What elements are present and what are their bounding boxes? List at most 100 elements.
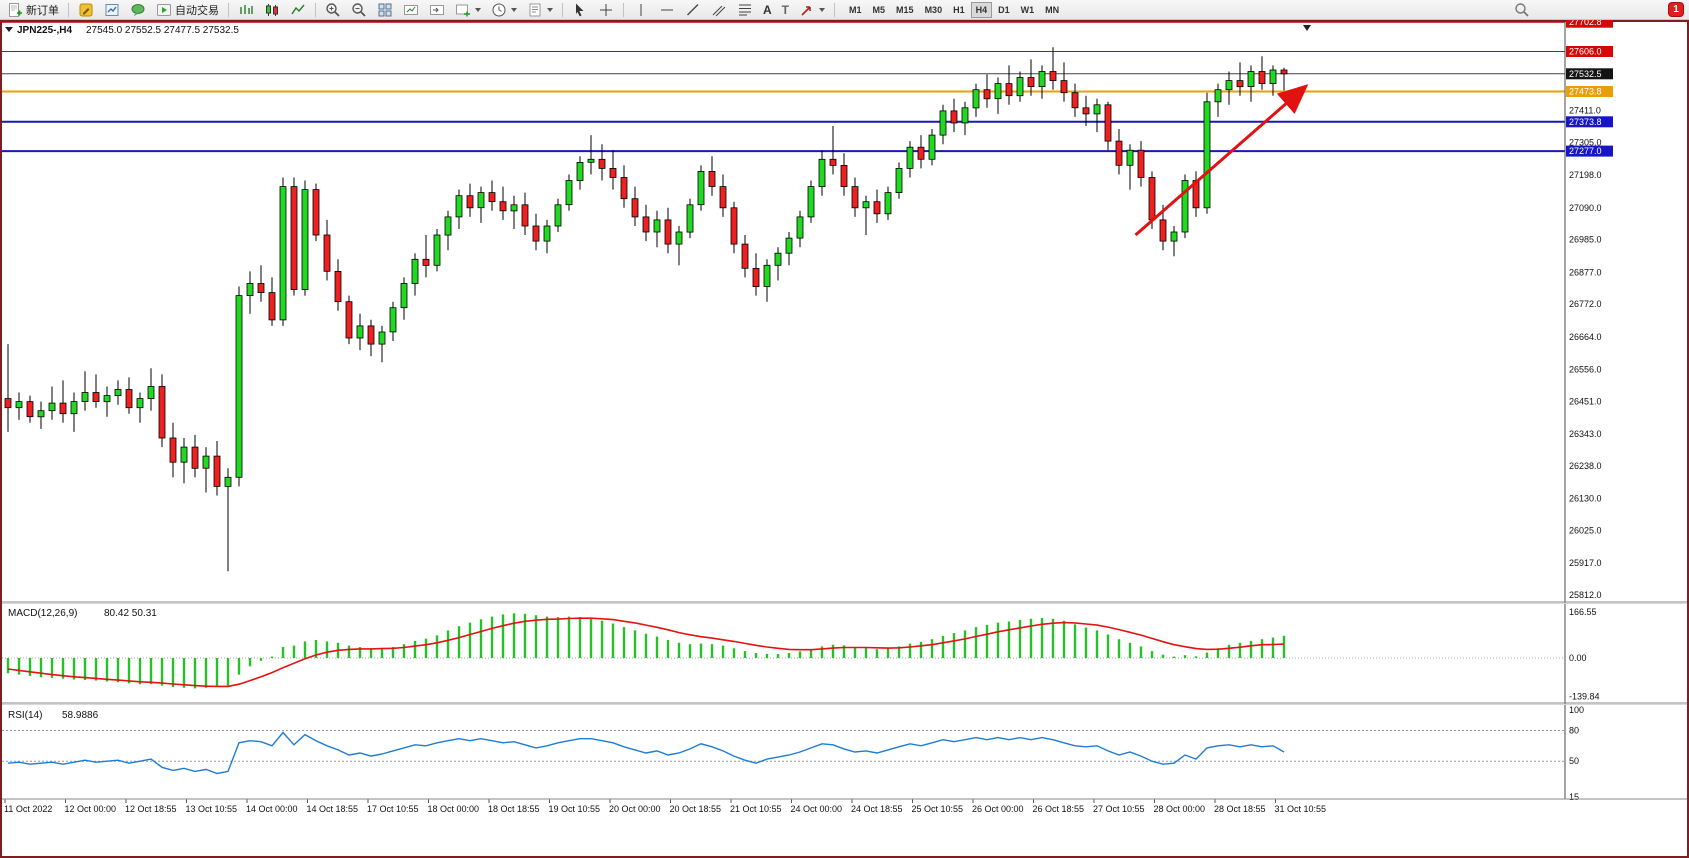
rsi-label: RSI(14): [8, 710, 42, 721]
svg-text:27277.0: 27277.0: [1569, 146, 1602, 156]
svg-text:26 Oct 00:00: 26 Oct 00:00: [972, 804, 1024, 814]
timeframe-m30[interactable]: M30: [920, 2, 948, 18]
timeframe-m15[interactable]: M15: [891, 2, 919, 18]
notification-badge[interactable]: 1: [1668, 2, 1684, 17]
svg-text:26025.0: 26025.0: [1569, 525, 1602, 535]
svg-text:27606.0: 27606.0: [1569, 47, 1602, 57]
svg-text:13 Oct 10:55: 13 Oct 10:55: [186, 804, 238, 814]
time-axis: 11 Oct 2022 12 Oct 00:00 12 Oct 18:55 13 Oc…: [4, 799, 1326, 814]
chart-window-frame: [0, 20, 1689, 858]
price-markers: 27702.8 27606.0 27532.5 27473.8 27373.8 27277…: [1566, 16, 1613, 157]
text-tool-button[interactable]: A: [759, 1, 776, 19]
svg-text:27473.8: 27473.8: [1569, 87, 1602, 97]
svg-text:20 Oct 00:00: 20 Oct 00:00: [609, 804, 661, 814]
svg-text:27 Oct 10:55: 27 Oct 10:55: [1093, 804, 1145, 814]
scroll-to-end-marker[interactable]: [1303, 25, 1311, 31]
zoom-out-button[interactable]: [347, 1, 371, 19]
rsi-value: 58.9886: [62, 710, 99, 721]
timeframe-d1[interactable]: D1: [993, 2, 1015, 18]
svg-text:27198.0: 27198.0: [1569, 170, 1602, 180]
svg-text:18 Oct 00:00: 18 Oct 00:00: [428, 804, 480, 814]
toolbar-separator: [834, 2, 836, 17]
arrows-tool-button[interactable]: [795, 1, 829, 19]
chart-canvas[interactable]: 27411.0 27305.0 27198.0 27090.0 26985.0 26877…: [0, 16, 1689, 858]
svg-text:28 Oct 18:55: 28 Oct 18:55: [1214, 804, 1266, 814]
experts-button[interactable]: [126, 1, 150, 19]
crosshair-tool-button[interactable]: [594, 1, 618, 19]
new-order-label: 新订单: [26, 4, 59, 17]
metaeditor-button[interactable]: [74, 1, 98, 19]
fibonacci-icon: [739, 4, 751, 15]
bar-chart-button[interactable]: [234, 1, 258, 19]
experts-icon: [131, 3, 145, 16]
channel-tool-button[interactable]: [707, 1, 731, 19]
market-watch-icon: [105, 3, 119, 16]
trendline-tool-button[interactable]: [681, 1, 705, 19]
svg-text:26130.0: 26130.0: [1569, 494, 1602, 504]
svg-text:26877.0: 26877.0: [1569, 267, 1602, 277]
timeframe-m5[interactable]: M5: [868, 2, 891, 18]
chart-shift-button[interactable]: [425, 1, 449, 19]
svg-text:20 Oct 18:55: 20 Oct 18:55: [670, 804, 722, 814]
new-order-icon: [9, 2, 22, 17]
svg-text:26556.0: 26556.0: [1569, 365, 1602, 375]
hlines-group: [2, 21, 1565, 153]
toolbar-separator: [562, 2, 563, 17]
horizontal-line-tool-button[interactable]: [655, 1, 679, 19]
vertical-line-tool-button[interactable]: [629, 1, 653, 19]
svg-text:25 Oct 10:55: 25 Oct 10:55: [912, 804, 964, 814]
svg-text:26985.0: 26985.0: [1569, 235, 1602, 245]
cursor-tool-button[interactable]: [568, 1, 592, 19]
search-icon: [1515, 2, 1529, 17]
channel-icon: [712, 5, 726, 16]
search-button[interactable]: [1510, 1, 1534, 19]
chevron-down-icon: [511, 7, 517, 12]
timeframe-m1[interactable]: M1: [844, 2, 867, 18]
candlestick-chart-button[interactable]: [260, 1, 284, 19]
timeframe-mn[interactable]: MN: [1040, 2, 1064, 18]
line-chart-icon: [291, 4, 305, 14]
bar-chart-icon: [240, 4, 253, 14]
timeframe-h1[interactable]: H1: [948, 2, 970, 18]
chevron-down-icon: [547, 7, 553, 12]
vertical-line-icon: [640, 3, 642, 16]
svg-text:27305.0: 27305.0: [1569, 138, 1602, 148]
symbol-dropdown-icon[interactable]: [5, 27, 13, 32]
clock-icon: [492, 3, 506, 16]
svg-text:25917.0: 25917.0: [1569, 558, 1602, 568]
new-chart-button[interactable]: [451, 1, 485, 19]
arrow-tool-icon: [801, 5, 811, 16]
templates-button[interactable]: [523, 1, 557, 19]
timeframe-w1[interactable]: W1: [1016, 2, 1040, 18]
autotrade-icon: [157, 3, 171, 16]
cursor-icon: [576, 3, 584, 16]
svg-text:12 Oct 00:00: 12 Oct 00:00: [65, 804, 117, 814]
timeframe-h4[interactable]: H4: [970, 1, 993, 18]
svg-text:0.00: 0.00: [1569, 653, 1587, 663]
toolbar-separator: [623, 2, 624, 17]
svg-text:17 Oct 10:55: 17 Oct 10:55: [367, 804, 419, 814]
auto-scroll-button[interactable]: [399, 1, 423, 19]
svg-text:50: 50: [1569, 756, 1579, 766]
template-icon: [529, 3, 541, 16]
new-chart-icon: [456, 4, 470, 16]
market-watch-button[interactable]: [100, 1, 124, 19]
svg-text:24 Oct 00:00: 24 Oct 00:00: [791, 804, 843, 814]
svg-text:166.55: 166.55: [1569, 607, 1597, 617]
tile-windows-button[interactable]: [373, 1, 397, 19]
periods-button[interactable]: [487, 1, 521, 19]
fibonacci-tool-button[interactable]: [733, 1, 757, 19]
text-tool-icon: A: [763, 2, 772, 17]
svg-text:27090.0: 27090.0: [1569, 203, 1602, 213]
auto-scroll-icon: [404, 4, 418, 15]
autotrade-button[interactable]: 自动交易: [152, 1, 223, 19]
svg-text:25812.0: 25812.0: [1569, 590, 1602, 600]
line-chart-button[interactable]: [286, 1, 310, 19]
label-tool-button[interactable]: T: [778, 1, 793, 19]
zoom-in-button[interactable]: [321, 1, 345, 19]
chart-title: JPN225-,H4: [17, 25, 72, 36]
macd-values: 80.42 50.31: [104, 608, 157, 619]
autotrade-label: 自动交易: [175, 4, 219, 17]
new-order-button[interactable]: 新订单: [3, 1, 63, 19]
toolbar-separator: [68, 2, 69, 17]
